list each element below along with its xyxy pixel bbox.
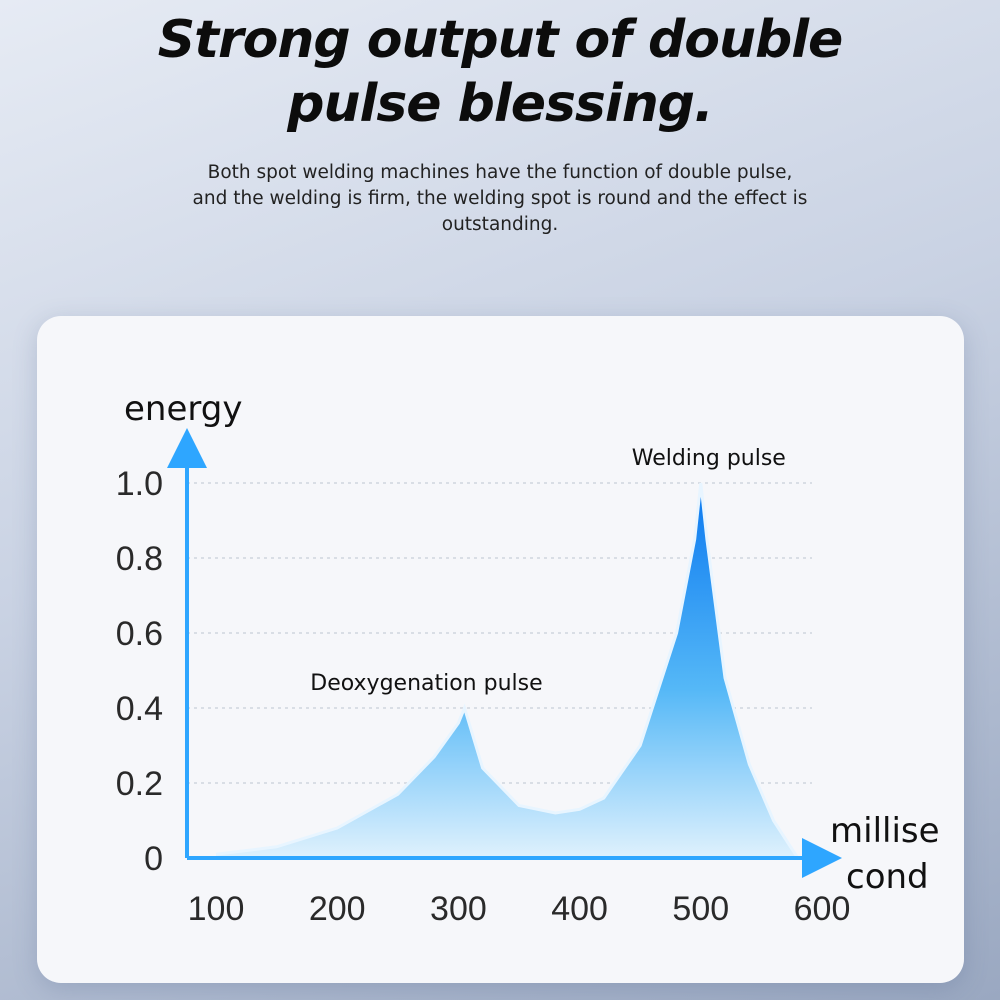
- y-tick-label: 0.8: [116, 540, 163, 578]
- y-tick-labels: 0 0.2 0.4 0.6 0.8 1.0: [116, 465, 163, 878]
- x-axis-label-line-2: cond: [846, 857, 929, 897]
- headline: Strong output of double pulse blessing.: [0, 8, 1000, 136]
- x-tick-label: 200: [309, 890, 366, 928]
- energy-outline: [215, 482, 800, 859]
- description-line-2: and the welding is firm, the welding spo…: [192, 188, 808, 209]
- x-tick-label: 300: [430, 890, 487, 928]
- description: Both spot welding machines have the func…: [140, 160, 860, 238]
- x-tick-label: 600: [794, 890, 851, 928]
- headline-line-1: Strong output of double: [157, 10, 844, 70]
- x-axis-label-line-1: millise: [830, 811, 940, 851]
- y-tick-label: 1.0: [116, 465, 163, 503]
- description-line-1: Both spot welding machines have the func…: [207, 162, 793, 183]
- description-line-3: outstanding.: [441, 214, 559, 235]
- y-axis-label: energy: [124, 389, 242, 429]
- annotations: Deoxygenation pulse Welding pulse: [310, 446, 786, 696]
- x-tick-label: 100: [188, 890, 245, 928]
- deoxygenation-pulse-label: Deoxygenation pulse: [310, 671, 542, 696]
- y-tick-label: 0: [144, 840, 163, 878]
- energy-area: [216, 483, 798, 858]
- y-tick-label: 0.2: [116, 765, 163, 803]
- x-tick-label: 500: [672, 890, 729, 928]
- welding-pulse-label: Welding pulse: [632, 446, 786, 471]
- y-tick-label: 0.6: [116, 615, 163, 653]
- y-tick-label: 0.4: [116, 690, 163, 728]
- headline-line-2: pulse blessing.: [287, 74, 713, 134]
- x-tick-labels: 100 200 300 400 500 600: [188, 890, 851, 928]
- x-tick-label: 400: [551, 890, 608, 928]
